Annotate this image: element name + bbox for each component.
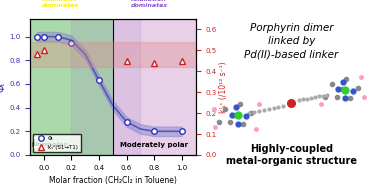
Y-axis label: Φₜ: Φₜ	[0, 82, 6, 92]
Φₜ	[42, 36, 46, 38]
kᴵₛᶜ(S1→T1)	[35, 53, 39, 56]
Φₜ	[35, 36, 39, 38]
Φₜ	[55, 36, 60, 38]
Line: Φₜ: Φₜ	[34, 34, 185, 134]
Text: Porphyrin dimer
linked by
Pd(II)-based linker: Porphyrin dimer linked by Pd(II)-based l…	[244, 23, 338, 59]
kᴵₛᶜ(S1→T1)	[152, 62, 156, 64]
Legend: Φₜ, kᴵₛᶜ(S1→T1): Φₜ, kᴵₛᶜ(S1→T1)	[33, 134, 81, 152]
Text: Nonpolar: Nonpolar	[32, 142, 68, 148]
kᴵₛᶜ(S1→T1)	[42, 49, 46, 51]
X-axis label: Molar fraction (CH₂Cl₂ in Toluene): Molar fraction (CH₂Cl₂ in Toluene)	[49, 176, 177, 185]
Φₜ	[179, 130, 184, 132]
Bar	[71, 19, 140, 155]
Φₜ	[69, 41, 74, 44]
Φₜ	[152, 130, 156, 132]
Line: kᴵₛᶜ(S1→T1): kᴵₛᶜ(S1→T1)	[34, 47, 185, 66]
Text: Moderately polar: Moderately polar	[120, 142, 188, 148]
Text: Singlet manifold
relaxation
dominates: Singlet manifold relaxation dominates	[120, 0, 178, 8]
Φₜ	[124, 121, 129, 123]
kᴵₛᶜ(S1→T1)	[124, 60, 129, 62]
Φₜ	[97, 79, 101, 82]
Text: Highly-coupled
metal-organic structure: Highly-coupled metal-organic structure	[226, 144, 357, 166]
Bar	[113, 19, 196, 155]
Bar	[30, 42, 196, 67]
Bar	[30, 19, 113, 155]
kᴵₛᶜ(S1→T1)	[179, 60, 184, 62]
Y-axis label: kᴵₛᶜ (/10¹² s⁻¹): kᴵₛᶜ (/10¹² s⁻¹)	[219, 61, 228, 113]
Text: Triplet manifold
relaxation
dominates: Triplet manifold relaxation dominates	[32, 0, 88, 8]
